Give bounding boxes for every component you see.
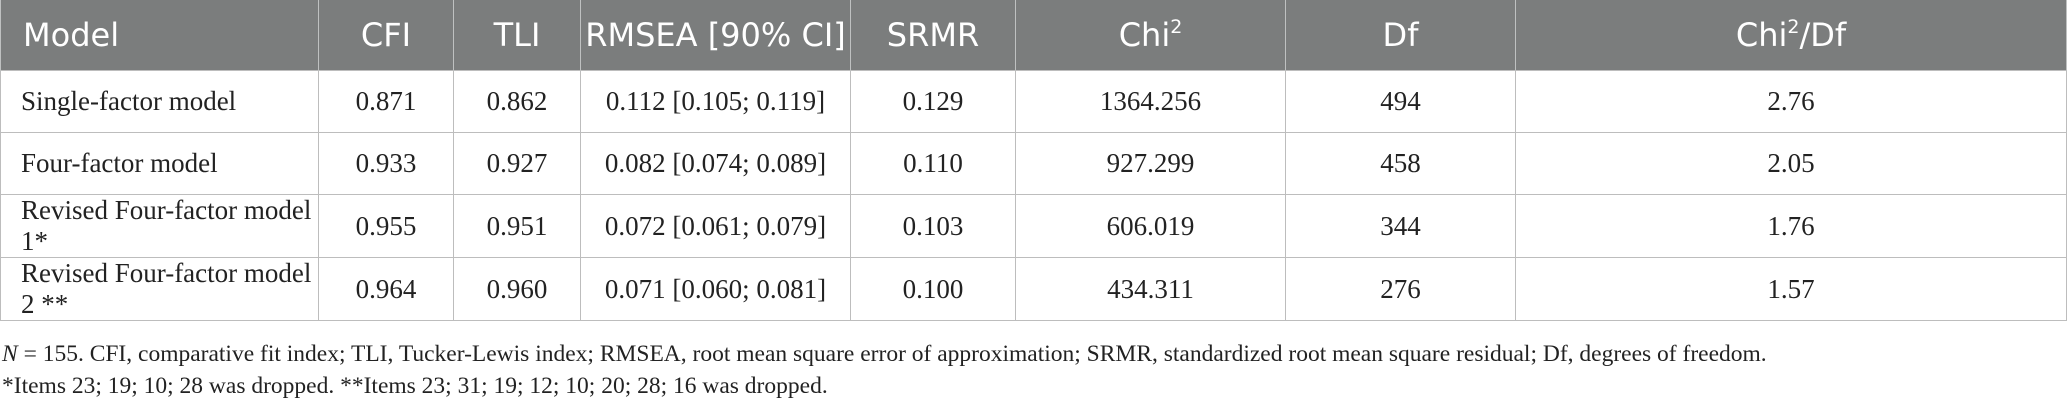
cell-df: 276 (1285, 257, 1516, 321)
table-row: Four-factor model 0.933 0.927 0.082 [0.0… (0, 132, 2067, 195)
cell-ratio: 2.05 (1515, 132, 2067, 195)
cell-model: Single-factor model (0, 70, 319, 133)
cell-srmr: 0.100 (850, 257, 1016, 321)
table-header: Model CFI TLI RMSEA [90% CI] SRMR Chi2 D… (0, 0, 2067, 71)
cell-srmr: 0.110 (850, 132, 1016, 195)
table-row: Single-factor model 0.871 0.862 0.112 [0… (0, 70, 2067, 133)
cell-chi2: 927.299 (1015, 132, 1286, 195)
cell-chi2: 1364.256 (1015, 70, 1286, 133)
footnote-n-variable: N (2, 341, 18, 367)
cell-df: 494 (1285, 70, 1516, 133)
cell-tli: 0.862 (453, 70, 581, 133)
cell-cfi: 0.933 (318, 132, 454, 195)
cell-tli: 0.960 (453, 257, 581, 321)
cell-tli: 0.927 (453, 132, 581, 195)
header-df: Df (1285, 0, 1516, 71)
table-row: Revised Four-factor model 2 ** 0.964 0.9… (0, 257, 2067, 321)
header-chi2-df-ratio: Chi2/Df (1515, 0, 2067, 71)
cell-cfi: 0.955 (318, 194, 454, 258)
header-chi2-superscript: 2 (1170, 16, 1183, 38)
header-model: Model (0, 0, 319, 71)
cell-df: 344 (1285, 194, 1516, 258)
cell-rmsea: 0.071 [0.060; 0.081] (580, 257, 851, 321)
cell-cfi: 0.871 (318, 70, 454, 133)
cell-rmsea: 0.112 [0.105; 0.119] (580, 70, 851, 133)
cell-srmr: 0.103 (850, 194, 1016, 258)
cell-ratio: 1.76 (1515, 194, 2067, 258)
cell-chi2: 606.019 (1015, 194, 1286, 258)
header-ratio-tail: /Df (1799, 16, 1847, 54)
cell-rmsea: 0.082 [0.074; 0.089] (580, 132, 851, 195)
header-srmr: SRMR (850, 0, 1016, 71)
header-rmsea: RMSEA [90% CI] (580, 0, 851, 71)
cell-model: Four-factor model (0, 132, 319, 195)
cell-model: Revised Four-factor model 2 ** (0, 257, 319, 321)
cell-srmr: 0.129 (850, 70, 1016, 133)
cell-rmsea: 0.072 [0.061; 0.079] (580, 194, 851, 258)
footnote-abbreviations: N = 155. CFI, comparative fit index; TLI… (2, 338, 1767, 370)
table-body: Single-factor model 0.871 0.862 0.112 [0… (0, 70, 2067, 321)
header-chi2: Chi2 (1015, 0, 1286, 71)
cell-ratio: 2.76 (1515, 70, 2067, 133)
table-row: Revised Four-factor model 1* 0.955 0.951… (0, 194, 2067, 258)
cell-model: Revised Four-factor model 1* (0, 194, 319, 258)
cell-df: 458 (1285, 132, 1516, 195)
table-footnotes: N = 155. CFI, comparative fit index; TLI… (2, 338, 1767, 402)
cell-ratio: 1.57 (1515, 257, 2067, 321)
cell-tli: 0.951 (453, 194, 581, 258)
fit-indices-table-wrapper: Model CFI TLI RMSEA [90% CI] SRMR Chi2 D… (0, 0, 2067, 321)
header-row: Model CFI TLI RMSEA [90% CI] SRMR Chi2 D… (0, 0, 2067, 71)
footnote-dropped-items: *Items 23; 19; 10; 28 was dropped. **Ite… (2, 373, 828, 399)
footnote-abbreviations-text: = 155. CFI, comparative fit index; TLI, … (17, 341, 1767, 367)
header-ratio-superscript: 2 (1787, 16, 1800, 38)
fit-indices-table: Model CFI TLI RMSEA [90% CI] SRMR Chi2 D… (0, 0, 2067, 321)
cell-cfi: 0.964 (318, 257, 454, 321)
header-cfi: CFI (318, 0, 454, 71)
header-ratio-base: Chi (1735, 16, 1788, 54)
header-tli: TLI (453, 0, 581, 71)
cell-chi2: 434.311 (1015, 257, 1286, 321)
header-chi2-base: Chi (1118, 16, 1171, 54)
